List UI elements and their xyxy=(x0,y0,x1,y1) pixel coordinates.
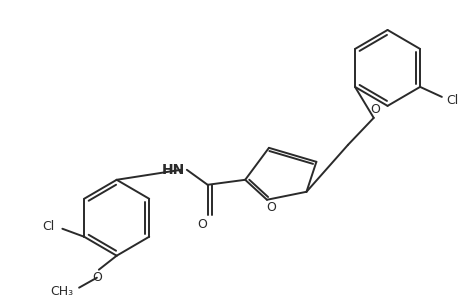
Text: Cl: Cl xyxy=(42,220,54,233)
Text: HN: HN xyxy=(161,163,184,177)
Text: CH₃: CH₃ xyxy=(50,285,73,298)
Text: O: O xyxy=(92,271,101,284)
Text: O: O xyxy=(197,218,207,231)
Text: Cl: Cl xyxy=(445,94,457,107)
Text: O: O xyxy=(369,103,379,116)
Text: O: O xyxy=(265,201,275,214)
